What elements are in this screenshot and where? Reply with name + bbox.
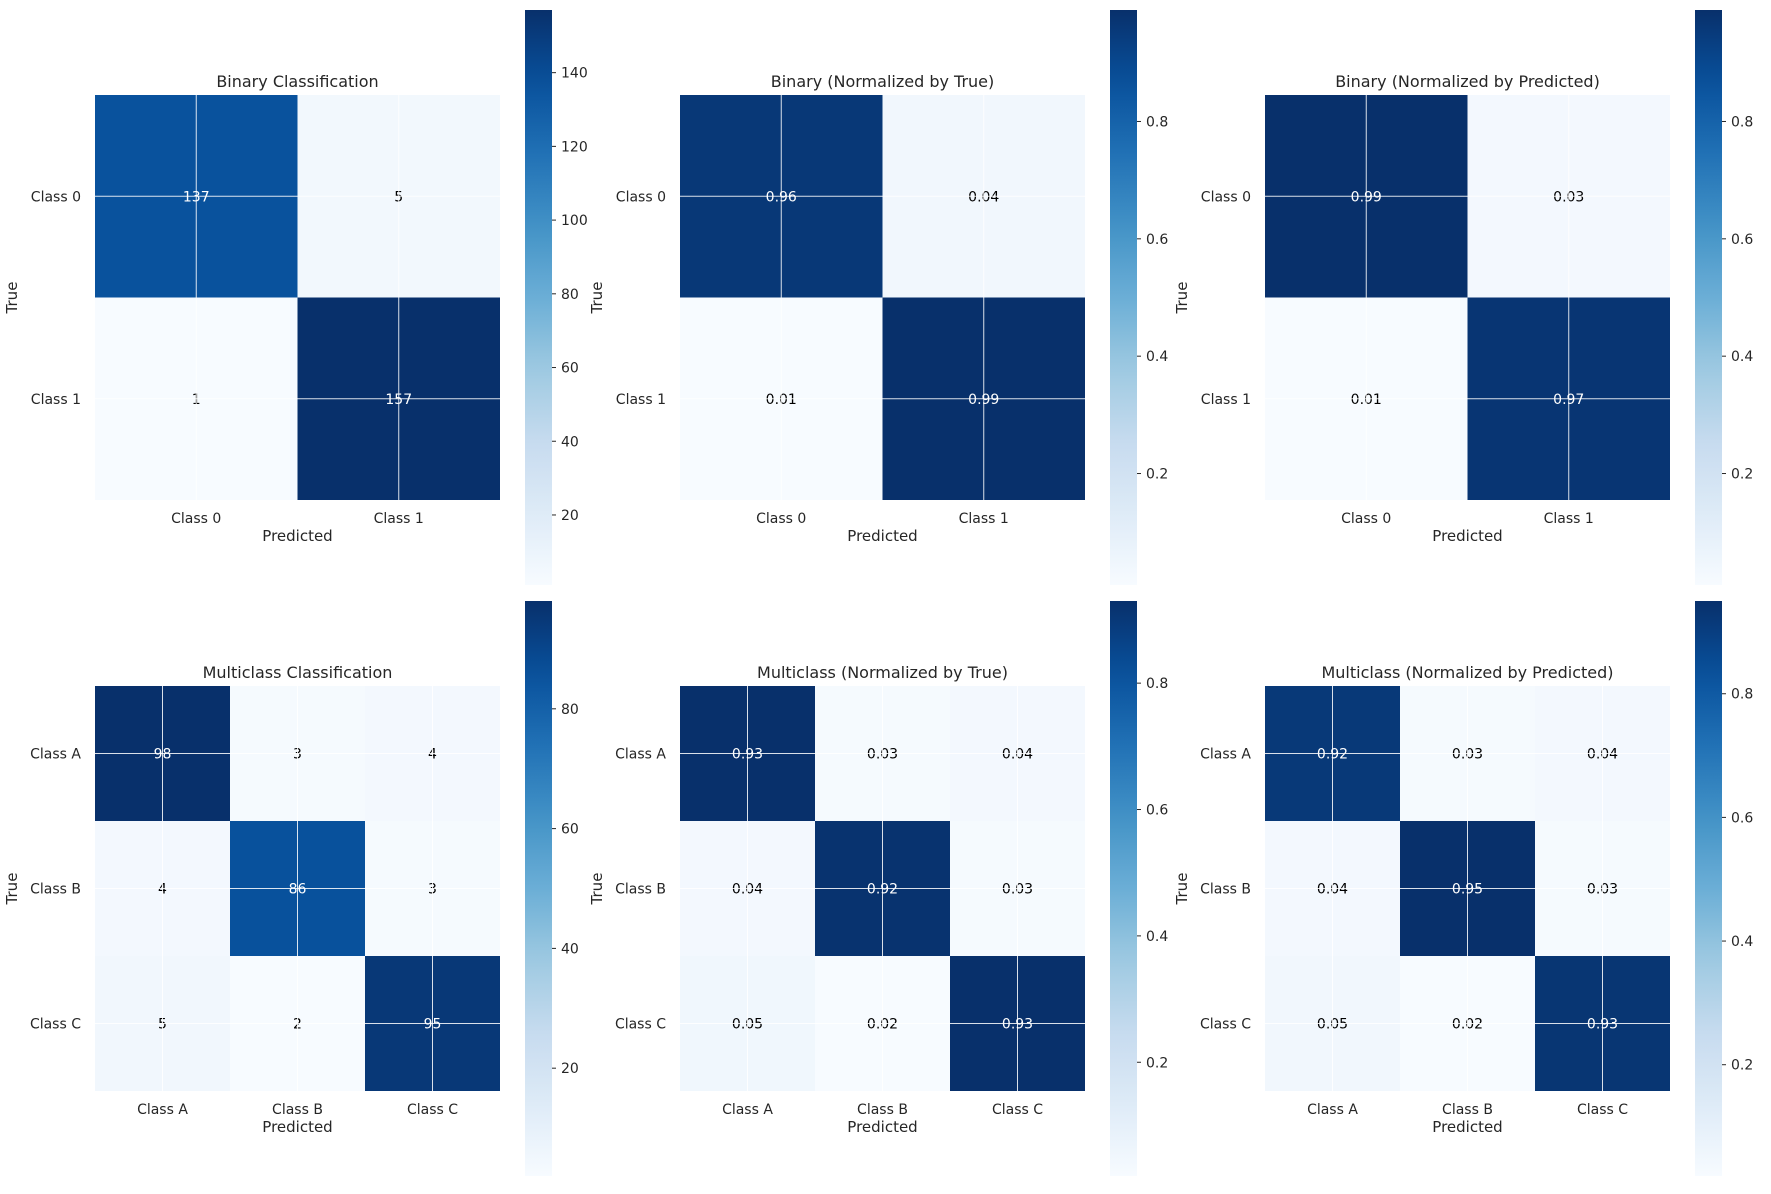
x-tick-label: Class 0 — [1341, 511, 1391, 527]
chart-title: Binary Classification — [216, 72, 378, 91]
x-axis-label: Predicted — [847, 1118, 917, 1136]
x-tick-label: Class 0 — [171, 511, 221, 527]
y-tick-label: Class A — [1200, 747, 1251, 763]
x-tick-label: Class B — [272, 1102, 323, 1118]
y-tick-label: Class B — [615, 882, 666, 898]
y-tick-label: Class 0 — [1201, 189, 1251, 205]
heatmap-panel-5: 0.93 0.03 0.040.04 0.92 0.030.05 0.02 0.93Clas… — [588, 601, 1168, 1176]
y-axis-label: True — [588, 873, 606, 906]
x-tick-label: Class A — [722, 1102, 773, 1118]
colorbar-tick-label: 0.8 — [1146, 114, 1168, 130]
y-tick-label: Class 1 — [31, 392, 81, 408]
x-axis-label: Predicted — [1432, 527, 1502, 545]
x-axis-label: Predicted — [262, 527, 332, 545]
colorbar-tick-label: 0.2 — [1731, 1058, 1753, 1074]
x-tick-label: Class C — [992, 1102, 1043, 1118]
y-axis-label: True — [588, 282, 606, 315]
y-tick-label: Class A — [615, 747, 666, 763]
x-tick-label: Class 1 — [374, 511, 424, 527]
y-axis-label: True — [3, 873, 21, 906]
colorbar — [525, 601, 552, 1176]
x-axis-label: Predicted — [847, 527, 917, 545]
y-tick-label: Class 0 — [31, 189, 81, 205]
y-axis-label: True — [1173, 873, 1191, 906]
y-tick-label: Class B — [30, 882, 81, 898]
colorbar — [1110, 10, 1137, 585]
colorbar-tick-label: 0.4 — [1146, 349, 1168, 365]
colorbar-tick-label: 60 — [561, 361, 579, 377]
colorbar-tick-label: 0.8 — [1731, 687, 1753, 703]
colorbar-tick-label: 0.6 — [1146, 232, 1168, 248]
x-tick-label: Class C — [407, 1102, 458, 1118]
x-axis-label: Predicted — [1432, 1118, 1502, 1136]
colorbar — [1695, 10, 1722, 585]
x-axis-label: Predicted — [262, 1118, 332, 1136]
chart-title: Multiclass (Normalized by Predicted) — [1321, 663, 1613, 682]
colorbar-tick-label: 0.2 — [1146, 467, 1168, 483]
x-tick-label: Class 1 — [959, 511, 1009, 527]
x-tick-label: Class 0 — [756, 511, 806, 527]
colorbar-tick-label: 40 — [561, 434, 579, 450]
colorbar-tick-label: 40 — [561, 941, 579, 957]
y-tick-label: Class 1 — [616, 392, 666, 408]
colorbar-tick-label: 0.8 — [1731, 114, 1753, 130]
chart-title: Binary (Normalized by True) — [771, 72, 995, 91]
colorbar-tick-label: 0.6 — [1731, 232, 1753, 248]
chart-title: Binary (Normalized by Predicted) — [1335, 72, 1600, 91]
colorbar-tick-label: 20 — [561, 508, 579, 524]
colorbar-tick-label: 0.8 — [1146, 676, 1168, 692]
colorbar — [525, 10, 552, 585]
colorbar-tick-label: 80 — [561, 287, 579, 303]
colorbar-tick-label: 140 — [561, 66, 588, 82]
y-tick-label: Class 0 — [616, 189, 666, 205]
colorbar-tick-label: 0.4 — [1146, 929, 1168, 945]
x-tick-label: Class C — [1577, 1102, 1628, 1118]
y-tick-label: Class 1 — [1201, 392, 1251, 408]
colorbar-tick-label: 100 — [561, 213, 588, 229]
x-tick-label: Class A — [137, 1102, 188, 1118]
colorbar-tick-label: 0.6 — [1731, 810, 1753, 826]
y-tick-label: Class A — [30, 747, 81, 763]
colorbar-tick-label: 0.4 — [1731, 349, 1753, 365]
colorbar-tick-label: 80 — [561, 702, 579, 718]
x-tick-label: Class A — [1307, 1102, 1358, 1118]
x-tick-label: Class B — [857, 1102, 908, 1118]
colorbar — [1110, 601, 1137, 1176]
colorbar-tick-label: 0.2 — [1146, 1055, 1168, 1071]
y-tick-label: Class C — [1200, 1017, 1251, 1033]
chart-title: Multiclass (Normalized by True) — [757, 663, 1008, 682]
colorbar-tick-label: 0.4 — [1731, 934, 1753, 950]
colorbar-tick-label: 20 — [561, 1061, 579, 1077]
y-tick-label: Class C — [615, 1017, 666, 1033]
heatmap-panel-6: 0.92 0.03 0.040.04 0.95 0.030.05 0.02 0.93Clas… — [1173, 601, 1753, 1176]
colorbar-tick-label: 0.2 — [1731, 467, 1753, 483]
colorbar-tick-label: 0.6 — [1146, 803, 1168, 819]
colorbar — [1695, 601, 1722, 1176]
y-tick-label: Class B — [1200, 882, 1251, 898]
y-axis-label: True — [1173, 282, 1191, 315]
y-axis-label: True — [3, 282, 21, 315]
colorbar-tick-label: 120 — [561, 139, 588, 155]
chart-title: Multiclass Classification — [203, 663, 393, 682]
colorbar-tick-label: 60 — [561, 822, 579, 838]
x-tick-label: Class 1 — [1544, 511, 1594, 527]
y-tick-label: Class C — [30, 1017, 81, 1033]
x-tick-label: Class B — [1442, 1102, 1493, 1118]
